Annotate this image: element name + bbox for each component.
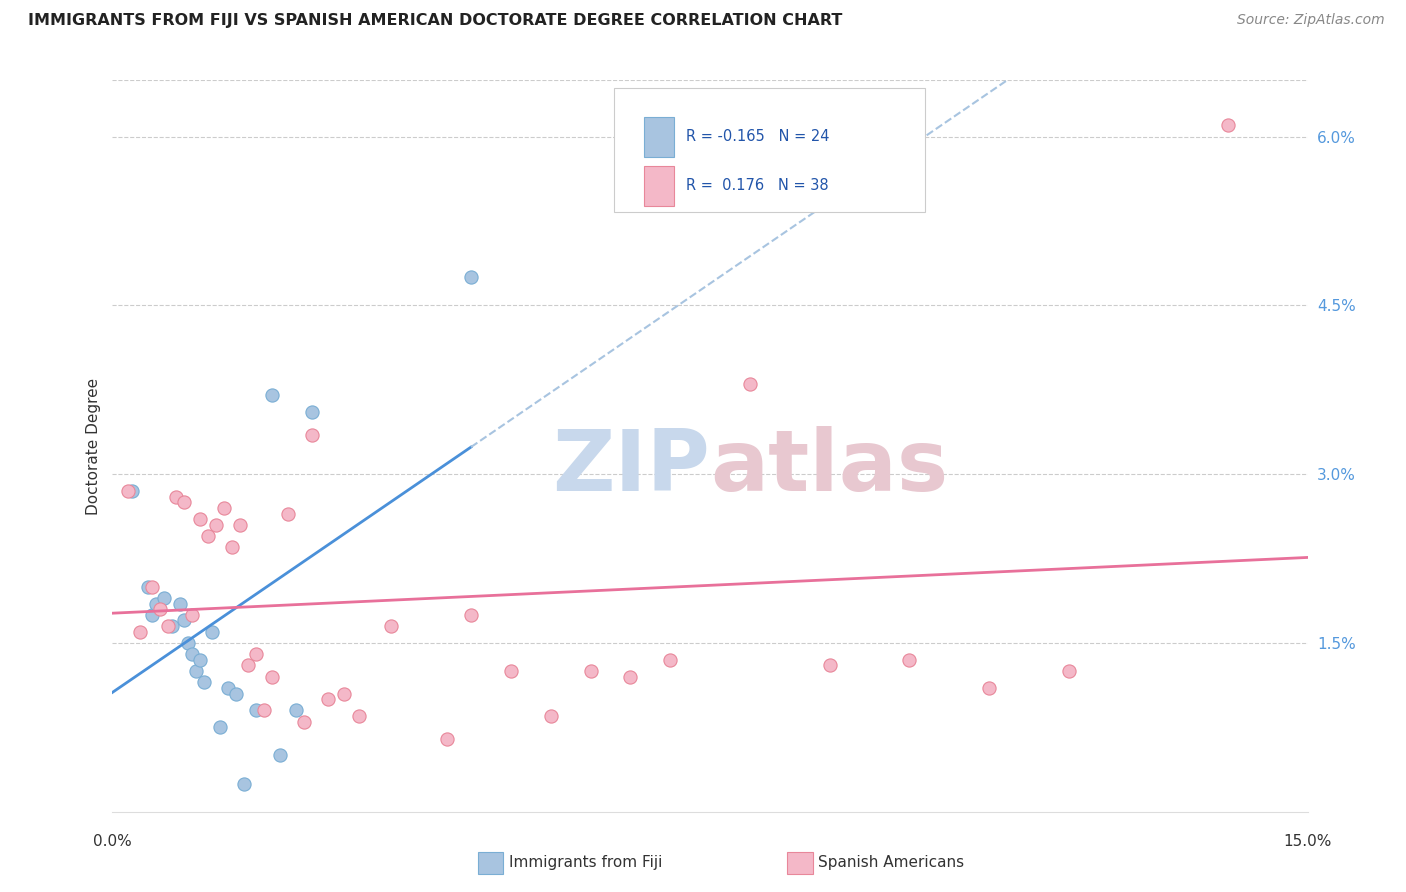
Point (260, 388, 283, 402)
Point (245, 647, 267, 661)
Point (117, 483, 139, 498)
Point (436, 731, 458, 746)
Point (225, 687, 247, 701)
Point (292, 714, 315, 729)
Point (229, 517, 252, 532)
Text: ZIP: ZIP (553, 426, 710, 509)
Point (818, 658, 841, 673)
Text: Immigrants from Fiji: Immigrants from Fiji (509, 855, 662, 870)
Point (1057, 664, 1080, 678)
Point (659, 653, 682, 667)
Point (898, 653, 921, 667)
Point (188, 653, 211, 667)
Point (138, 580, 160, 594)
Point (188, 512, 211, 526)
Point (460, 607, 482, 622)
Point (212, 500, 235, 515)
Point (162, 619, 183, 633)
Point (186, 664, 208, 678)
Point (121, 483, 143, 498)
Point (316, 692, 339, 706)
Text: atlas: atlas (710, 426, 948, 509)
Point (209, 720, 232, 734)
Point (173, 614, 195, 628)
Point (149, 602, 172, 616)
Text: R =  0.176   N = 38: R = 0.176 N = 38 (686, 178, 828, 194)
Text: 15.0%: 15.0% (1284, 834, 1331, 849)
Point (141, 580, 163, 594)
Point (301, 405, 323, 419)
Point (201, 624, 224, 639)
Text: Spanish Americans: Spanish Americans (818, 855, 965, 870)
Point (349, 709, 371, 723)
Point (499, 664, 522, 678)
Point (236, 658, 259, 673)
Point (129, 624, 152, 639)
Point (169, 597, 191, 611)
Point (197, 529, 219, 543)
Point (232, 776, 256, 790)
Y-axis label: Doctorate Degree: Doctorate Degree (86, 377, 101, 515)
Point (738, 377, 761, 392)
Point (157, 619, 180, 633)
Point (260, 670, 283, 684)
Point (269, 748, 291, 763)
Point (153, 591, 176, 605)
Point (173, 495, 195, 509)
Point (177, 636, 200, 650)
Point (145, 597, 167, 611)
Point (205, 517, 228, 532)
Point (221, 541, 243, 555)
Point (245, 703, 267, 717)
Point (193, 675, 215, 690)
Point (181, 607, 204, 622)
Point (977, 681, 1000, 695)
Point (540, 709, 562, 723)
Point (332, 687, 354, 701)
Text: IMMIGRANTS FROM FIJI VS SPANISH AMERICAN DOCTORATE DEGREE CORRELATION CHART: IMMIGRANTS FROM FIJI VS SPANISH AMERICAN… (28, 13, 842, 29)
Point (579, 664, 602, 678)
Point (141, 607, 163, 622)
Point (181, 647, 204, 661)
Point (253, 703, 276, 717)
Text: R = -0.165   N = 24: R = -0.165 N = 24 (686, 129, 830, 145)
Point (460, 270, 482, 285)
FancyBboxPatch shape (614, 87, 925, 212)
Point (284, 703, 307, 717)
Point (165, 490, 187, 504)
FancyBboxPatch shape (644, 166, 675, 206)
Point (277, 507, 299, 521)
Point (217, 681, 239, 695)
FancyBboxPatch shape (644, 117, 675, 157)
Text: Source: ZipAtlas.com: Source: ZipAtlas.com (1237, 13, 1385, 28)
Point (380, 619, 402, 633)
Point (1216, 118, 1239, 132)
Point (619, 670, 641, 684)
Text: 0.0%: 0.0% (93, 834, 132, 849)
Point (301, 427, 323, 442)
